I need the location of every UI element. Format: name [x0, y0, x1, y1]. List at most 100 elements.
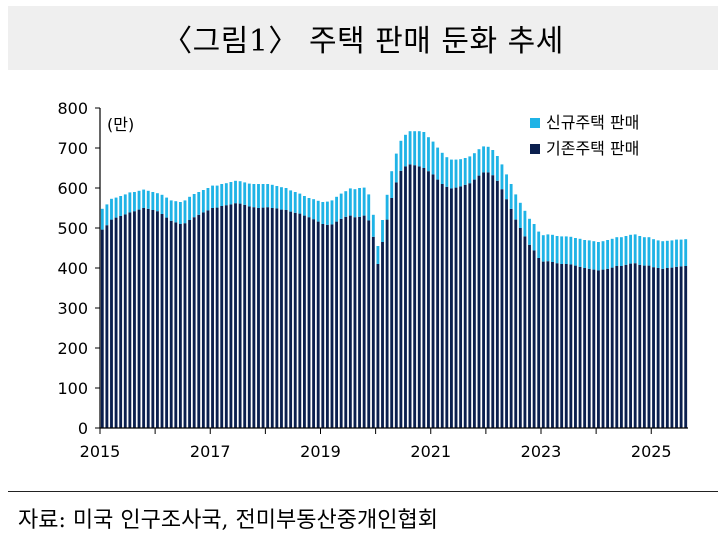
legend-swatch-new [530, 118, 540, 128]
x-tick-label: 2015 [80, 442, 121, 461]
new-home-bar [578, 238, 582, 267]
existing-home-bar [629, 263, 633, 428]
new-home-bar [399, 140, 403, 171]
existing-home-bar [656, 268, 660, 428]
existing-home-bar [100, 229, 104, 428]
new-home-bar [427, 137, 430, 172]
new-home-bar [298, 193, 302, 214]
existing-home-bar [123, 214, 127, 428]
chart-title: 〈그림1〉 주택 판매 둔화 추세 [162, 24, 564, 59]
new-home-bar [647, 237, 651, 266]
new-home-bar [638, 236, 642, 265]
existing-home-bar [495, 180, 499, 428]
new-home-bar [165, 197, 169, 218]
existing-home-bar [518, 228, 522, 428]
new-home-bar [335, 196, 339, 222]
existing-home-bar [642, 265, 646, 428]
existing-home-bar [224, 205, 228, 428]
new-home-bar [211, 185, 214, 208]
existing-home-bar [192, 217, 196, 428]
new-home-bar [270, 184, 274, 208]
existing-home-bar [211, 208, 214, 428]
new-home-bar [325, 201, 329, 225]
new-home-bar [358, 188, 361, 217]
existing-home-bar [381, 242, 384, 428]
new-home-bar [555, 236, 559, 264]
new-home-bar [482, 146, 486, 173]
existing-home-bar [468, 183, 472, 428]
existing-home-bar [119, 216, 123, 428]
new-home-bar [633, 234, 637, 264]
existing-home-bar [289, 211, 293, 428]
new-home-bar [247, 183, 251, 207]
y-tick-label: 700 [57, 139, 88, 158]
new-home-bar [583, 240, 587, 268]
existing-home-bar [532, 250, 536, 428]
new-home-bar [293, 192, 297, 213]
existing-home-bar [335, 221, 339, 428]
new-home-bar [215, 185, 219, 208]
existing-home-bar [229, 204, 233, 428]
new-home-bar [505, 174, 508, 200]
legend-label-new: 신규주택 판매 [546, 113, 639, 132]
new-home-bar [463, 158, 467, 185]
existing-home-bar [610, 267, 614, 428]
existing-home-bar [486, 172, 490, 428]
existing-home-bar [592, 269, 596, 428]
new-home-bar [486, 146, 490, 173]
existing-home-bar [133, 211, 136, 428]
existing-home-bar [220, 206, 224, 428]
y-tick-label: 200 [57, 339, 88, 358]
existing-home-bar [183, 223, 187, 428]
existing-home-bar [142, 208, 146, 428]
new-home-bar [330, 200, 334, 225]
existing-home-bar [316, 221, 320, 428]
x-tick-label: 2019 [300, 442, 341, 461]
new-home-bar [468, 156, 472, 184]
footer-divider [8, 491, 718, 492]
unit-label: (만) [107, 115, 134, 134]
new-home-bar [629, 234, 633, 264]
new-home-bar [615, 237, 619, 266]
existing-home-bar [325, 224, 329, 428]
new-home-bar [445, 157, 449, 187]
new-home-bar [371, 214, 375, 237]
existing-home-bar [215, 207, 219, 428]
existing-home-bar [174, 222, 178, 428]
new-home-bar [229, 182, 233, 205]
existing-home-bar [509, 208, 513, 428]
new-home-bar [431, 141, 435, 175]
new-home-bar [183, 200, 187, 224]
existing-home-bar [137, 209, 141, 428]
new-home-bar [472, 153, 476, 180]
existing-home-bar [339, 218, 343, 428]
new-home-bar [238, 181, 242, 204]
new-home-bar [376, 246, 380, 264]
new-home-bar [362, 187, 366, 216]
existing-home-bar [390, 198, 394, 428]
existing-home-bar [348, 215, 352, 428]
existing-home-bar [275, 208, 279, 428]
existing-home-bar [110, 219, 113, 428]
new-home-bar [679, 239, 683, 267]
x-tick-label: 2023 [521, 442, 562, 461]
new-home-bar [353, 189, 357, 218]
existing-home-bar [302, 215, 306, 428]
existing-home-bar [284, 210, 288, 428]
new-home-bar [532, 224, 536, 251]
new-home-bar [436, 147, 440, 180]
existing-home-bar [114, 217, 118, 428]
new-home-bar [619, 237, 623, 266]
existing-home-bar [238, 203, 242, 428]
new-home-bar [257, 184, 260, 208]
existing-home-bar [500, 189, 504, 428]
new-home-bar [201, 190, 205, 213]
new-home-bar [307, 198, 311, 218]
existing-home-bar [197, 214, 201, 428]
new-home-bar [413, 131, 417, 166]
y-tick-label: 800 [57, 99, 88, 118]
existing-home-bar [675, 266, 678, 428]
existing-home-bar [555, 263, 559, 428]
new-home-bar [417, 131, 421, 167]
new-home-bar [514, 194, 518, 220]
